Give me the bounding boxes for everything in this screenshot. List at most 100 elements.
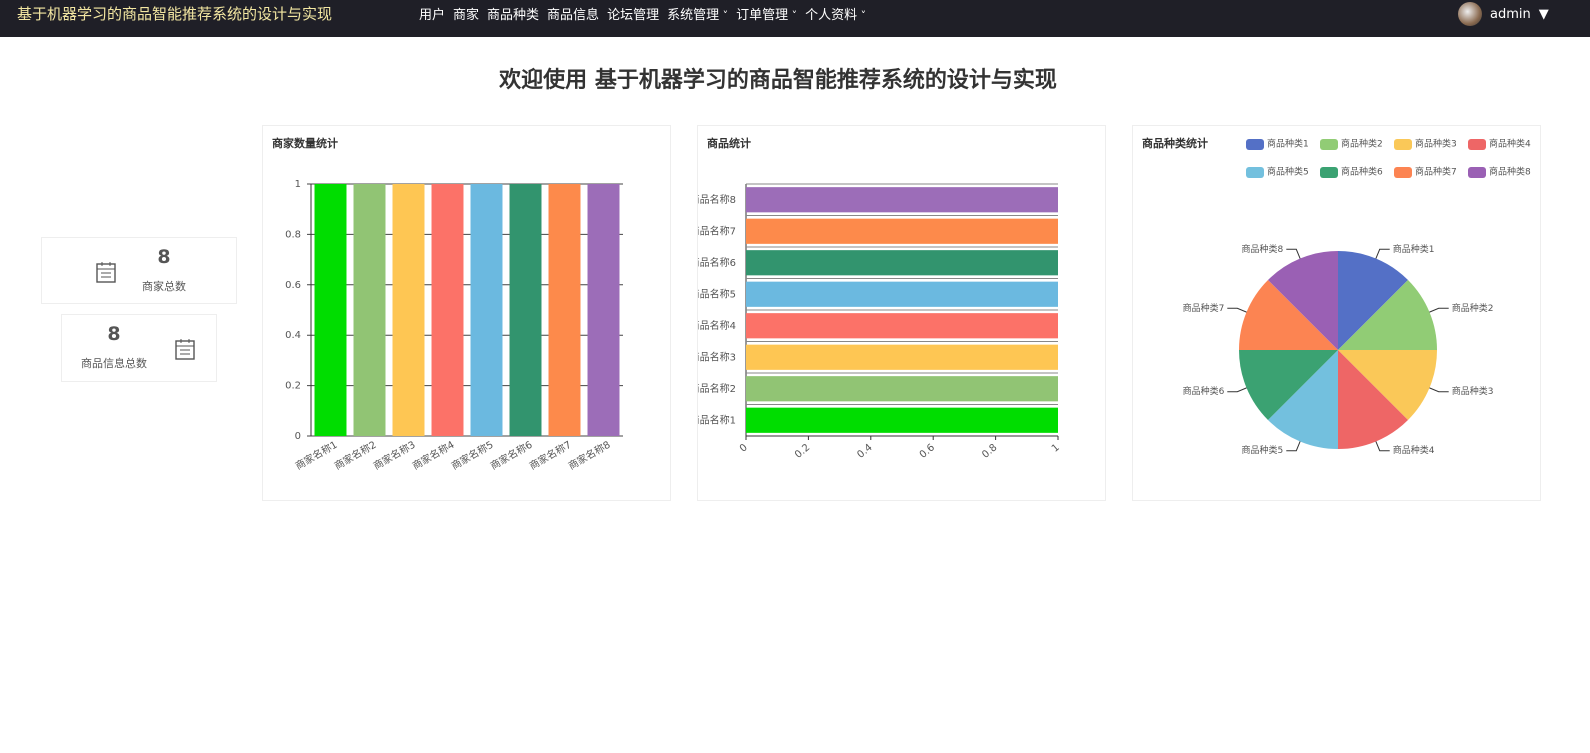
stat-value: 8 [107, 323, 121, 345]
dropdown-arrow: ▼ [1538, 6, 1549, 22]
legend-swatch [1320, 167, 1338, 178]
bar [470, 184, 503, 436]
y-tick-label: 0 [295, 431, 301, 442]
label-line [1286, 441, 1301, 452]
y-tick-label: 0.8 [285, 229, 301, 240]
top-bar: 基于机器学习的商品智能推荐系统的设计与实现 用户 商家 商品种类 商品信息 论坛… [0, 0, 1590, 37]
legend-swatch [1468, 139, 1486, 150]
legend-swatch [1394, 167, 1412, 178]
pie-slice [1338, 279, 1437, 350]
y-tick-label: 0.4 [285, 330, 301, 341]
label-line [1227, 307, 1247, 313]
legend-label: 商品种类8 [1489, 166, 1531, 178]
bar [353, 184, 386, 436]
slice-label: 商品种类8 [1242, 243, 1284, 255]
pie-slice [1267, 350, 1338, 449]
y-tick-label: 商品名称8 [698, 193, 736, 206]
nav-item[interactable]: 商品信息 [547, 8, 600, 23]
nav-item[interactable]: 论坛管理 [607, 8, 660, 23]
nav-item[interactable]: 用户 [419, 8, 446, 23]
x-tick-label: 商家名称1 [293, 438, 340, 472]
y-tick-label: 1 [295, 179, 301, 190]
y-tick-label: 0.6 [285, 280, 301, 291]
x-tick-label: 0.6 [918, 442, 937, 461]
legend-label: 商品种类5 [1267, 166, 1309, 178]
nav-item[interactable]: 商家 [453, 8, 480, 23]
y-tick-label: 0.2 [285, 381, 301, 392]
stat-value: 8 [157, 246, 171, 268]
bar [746, 313, 1058, 339]
user-menu[interactable]: admin ▼ [1458, 2, 1549, 26]
bar [746, 407, 1058, 433]
chart-panel: 商品统计 0 0.2 0.4 0.6 0.8 1 商品名称1 商品名称2 商品名称3 商品名称4 商品… [697, 125, 1106, 501]
slice-label: 商品种类1 [1393, 243, 1435, 255]
x-tick-label: 商家名称7 [527, 438, 574, 472]
legend-swatch [1320, 139, 1338, 150]
nav-item[interactable]: 系统管理 [667, 4, 728, 23]
slice-label: 商品种类5 [1242, 444, 1284, 456]
bar [746, 281, 1058, 307]
slice-label: 商品种类2 [1452, 302, 1494, 314]
x-tick-label: 0.8 [980, 442, 999, 461]
nav-item[interactable]: 个人资料 [805, 4, 866, 23]
label-line [1227, 387, 1247, 393]
avatar [1458, 2, 1482, 26]
nav-item[interactable]: 订单管理 [736, 4, 797, 23]
label-line [1429, 387, 1449, 393]
label-line [1375, 441, 1390, 452]
bar [392, 184, 425, 436]
legend-label: 商品种类1 [1267, 138, 1309, 150]
slice-label: 商品种类3 [1452, 385, 1494, 397]
bar [314, 184, 347, 436]
legend-swatch [1394, 139, 1412, 150]
x-tick-label: 商家名称5 [449, 438, 496, 472]
chart-panel: 商家数量统计 0 0.2 0.4 0.6 0.8 1 商家名称1 商家名称2 商家名称3 商家名称4… [262, 125, 671, 501]
pie-slice [1239, 279, 1338, 350]
x-tick-label: 商家名称8 [566, 438, 613, 472]
chart: 商品统计 0 0.2 0.4 0.6 0.8 1 商品名称1 商品名称2 商品名称3 商品名称4 商品… [698, 136, 1062, 461]
y-tick-label: 商品名称5 [698, 287, 736, 300]
legend-label: 商品种类2 [1341, 138, 1383, 150]
slice-label: 商品种类4 [1393, 444, 1435, 456]
y-tick-label: 商品名称2 [698, 382, 736, 395]
slice-label: 商品种类6 [1183, 385, 1225, 397]
username[interactable]: admin [1490, 6, 1531, 22]
site-title[interactable]: 基于机器学习的商品智能推荐系统的设计与实现 [17, 5, 333, 23]
bar [587, 184, 620, 436]
y-tick-label: 商品名称1 [698, 413, 736, 426]
pie-slice [1239, 350, 1338, 421]
calendar-icon [175, 339, 195, 360]
legend-label: 商品种类6 [1341, 166, 1383, 178]
slice-label: 商品种类7 [1183, 302, 1225, 314]
stat-label: 商品信息总数 [81, 357, 147, 370]
label-line [1429, 307, 1449, 313]
nav-item[interactable]: 商品种类 [487, 8, 540, 23]
pie-slice [1338, 251, 1409, 350]
chart: 商家数量统计 0 0.2 0.4 0.6 0.8 1 商家名称1商家名称2商家名称3商家名称4… [272, 136, 623, 472]
bar [548, 184, 581, 436]
legend-swatch [1246, 167, 1264, 178]
x-tick-label: 商家名称3 [371, 438, 418, 472]
bar [746, 376, 1058, 402]
x-tick-label: 商家名称2 [332, 438, 379, 472]
legend-swatch [1468, 167, 1486, 178]
label-line [1286, 248, 1301, 259]
x-tick-label: 0.2 [793, 442, 812, 461]
y-tick-label: 商品名称7 [698, 224, 736, 237]
y-tick-label: 商品名称4 [698, 319, 736, 332]
stat-label: 商家总数 [142, 280, 186, 293]
stat-card: 8 商品信息总数 [61, 314, 217, 382]
legend-label: 商品种类3 [1415, 138, 1457, 150]
x-tick-label: 0.4 [855, 442, 874, 461]
chart-title: 商品统计 [707, 136, 751, 150]
welcome-title: 欢迎使用 基于机器学习的商品智能推荐系统的设计与实现 [499, 68, 1057, 93]
bar [746, 187, 1058, 213]
legend-label: 商品种类4 [1489, 138, 1531, 150]
pie-slice [1338, 350, 1437, 421]
calendar-icon [96, 262, 116, 283]
legend-swatch [1246, 139, 1264, 150]
y-tick-label: 商品名称6 [698, 256, 736, 269]
bar [746, 218, 1058, 244]
y-tick-label: 商品名称3 [698, 350, 736, 363]
